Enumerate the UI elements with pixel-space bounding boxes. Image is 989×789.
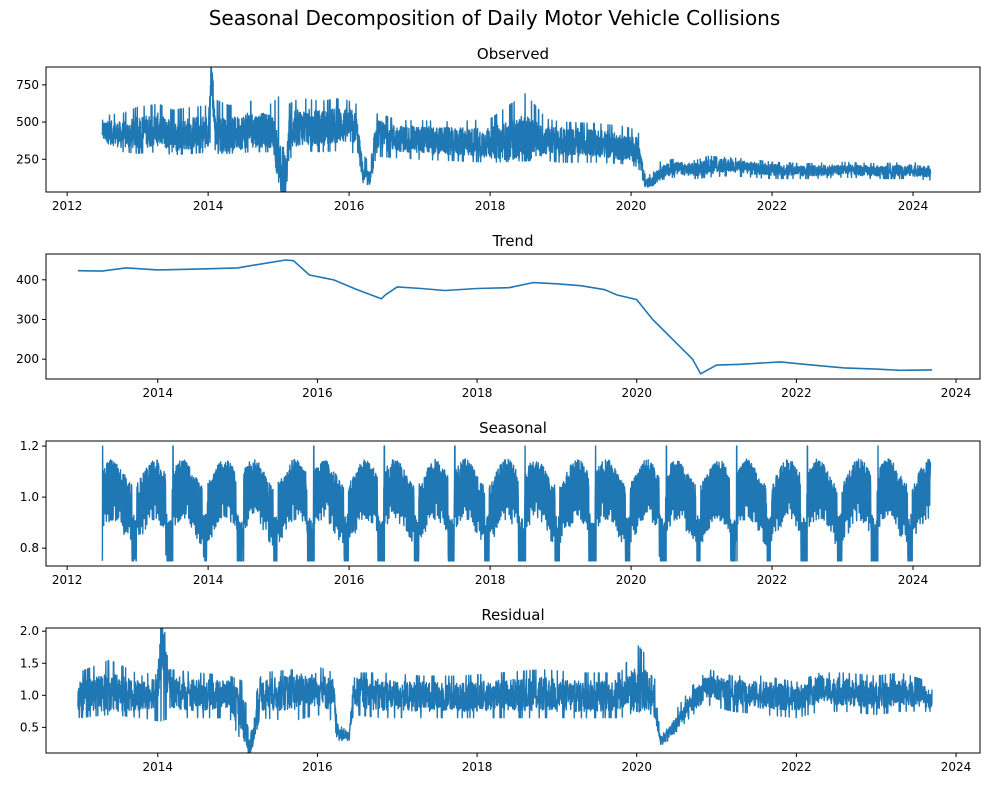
observed-plot-area bbox=[101, 67, 932, 192]
trend-title: Trend bbox=[491, 232, 533, 250]
residual-x-tick-label: 2018 bbox=[462, 760, 493, 774]
seasonal-axes-frame bbox=[45, 440, 981, 567]
residual-x-tick-label: 2020 bbox=[621, 760, 652, 774]
trend-series-line bbox=[77, 259, 933, 375]
observed-axes-frame bbox=[45, 66, 981, 193]
trend-x-tick-label: 2020 bbox=[621, 386, 652, 400]
residual-y-tick-label: 2.0 bbox=[20, 624, 39, 638]
seasonal-x-tick-label: 2018 bbox=[475, 573, 506, 587]
residual-axes-frame bbox=[45, 627, 981, 754]
observed-panel: Observed 2012 2014 2016 2018 2020 2022 2024 250 5… bbox=[16, 45, 981, 213]
residual-title: Residual bbox=[481, 606, 544, 624]
trend-x-tick-label: 2024 bbox=[941, 386, 972, 400]
seasonal-y-tick-label: 0.8 bbox=[20, 541, 39, 555]
residual-y-tick-label: 1.0 bbox=[20, 688, 39, 702]
trend-x-tick-label: 2014 bbox=[142, 386, 173, 400]
observed-title: Observed bbox=[477, 45, 549, 63]
residual-plot-area bbox=[77, 628, 933, 753]
observed-x-tick-label: 2024 bbox=[898, 199, 929, 213]
residual-x-tick-label: 2016 bbox=[302, 760, 333, 774]
seasonal-x-tick-label: 2022 bbox=[757, 573, 788, 587]
trend-y-tick-label: 400 bbox=[16, 273, 39, 287]
seasonal-x-tick-label: 2014 bbox=[193, 573, 224, 587]
trend-y-tick-label: 300 bbox=[16, 312, 39, 326]
residual-x-tick-label: 2022 bbox=[781, 760, 812, 774]
seasonal-x-tick-label: 2012 bbox=[52, 573, 83, 587]
seasonal-y-tick-label: 1.0 bbox=[20, 490, 39, 504]
residual-x-tick-label: 2014 bbox=[142, 760, 173, 774]
trend-panel: Trend 2014 2016 2018 2020 2022 2024 200 300 400 bbox=[16, 232, 981, 400]
seasonal-x-tick-label: 2016 bbox=[334, 573, 365, 587]
trend-x-tick-label: 2018 bbox=[462, 386, 493, 400]
observed-x-tick-label: 2012 bbox=[52, 199, 83, 213]
observed-series-line bbox=[101, 67, 932, 192]
seasonal-plot-area bbox=[101, 445, 932, 562]
observed-x-tick-label: 2014 bbox=[193, 199, 224, 213]
observed-x-tick-label: 2022 bbox=[757, 199, 788, 213]
observed-x-tick-label: 2016 bbox=[334, 199, 365, 213]
trend-axes-frame bbox=[45, 253, 981, 380]
residual-y-tick-label: 0.5 bbox=[20, 720, 39, 734]
seasonal-title: Seasonal bbox=[479, 419, 547, 437]
seasonal-series-line bbox=[101, 445, 932, 562]
trend-x-tick-label: 2022 bbox=[781, 386, 812, 400]
residual-x-tick-label: 2024 bbox=[941, 760, 972, 774]
residual-y-tick-label: 1.5 bbox=[20, 656, 39, 670]
seasonal-x-tick-label: 2020 bbox=[616, 573, 647, 587]
observed-x-tick-label: 2018 bbox=[475, 199, 506, 213]
seasonal-x-tick-label: 2024 bbox=[898, 573, 929, 587]
figure-title: Seasonal Decomposition of Daily Motor Ve… bbox=[208, 6, 781, 30]
observed-y-tick-label: 250 bbox=[16, 152, 39, 166]
observed-y-tick-label: 750 bbox=[16, 78, 39, 92]
trend-x-tick-label: 2016 bbox=[302, 386, 333, 400]
observed-x-tick-label: 2020 bbox=[616, 199, 647, 213]
trend-y-tick-label: 200 bbox=[16, 352, 39, 366]
observed-y-tick-label: 500 bbox=[16, 115, 39, 129]
seasonal-panel: Seasonal 2012 2014 2016 2018 2020 2022 2024 0.8 1… bbox=[20, 419, 981, 587]
trend-plot-area bbox=[77, 259, 933, 375]
residual-series-line bbox=[77, 628, 933, 753]
seasonal-y-tick-label: 1.2 bbox=[20, 439, 39, 453]
residual-panel: Residual 2014 2016 2018 2020 2022 2024 0.5 1.0 1.… bbox=[20, 606, 981, 774]
